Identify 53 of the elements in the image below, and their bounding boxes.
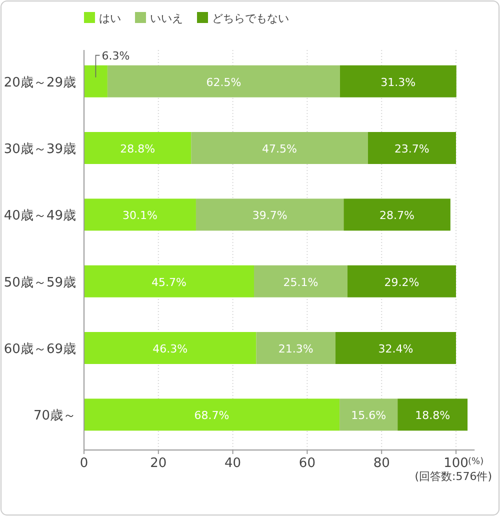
data-label: 46.3%	[152, 342, 188, 356]
bar	[256, 332, 336, 364]
y-tick-label: 40歳～49歳	[4, 208, 76, 224]
data-label: 21.3%	[278, 342, 314, 356]
data-label: 30.1%	[122, 209, 158, 222]
x-tick-label: 20	[150, 456, 167, 471]
bar	[84, 65, 108, 98]
data-label: 62.5%	[206, 76, 242, 89]
bar	[191, 132, 368, 164]
bar	[344, 198, 450, 231]
data-label: 68.7%	[194, 409, 230, 422]
data-label: 28.8%	[120, 142, 156, 156]
data-label: 29.2%	[384, 276, 420, 289]
data-label: 28.7%	[380, 209, 415, 222]
bar	[196, 198, 344, 231]
y-tick-label: 30歳～39歳	[4, 142, 76, 157]
bar	[335, 332, 456, 364]
bar	[84, 132, 192, 164]
data-label: 23.7%	[394, 142, 430, 156]
x-tick-label: 40	[224, 456, 242, 471]
y-tick-label: 20歳～29歳	[4, 75, 76, 90]
legend-label: はい	[99, 12, 121, 25]
legend-label: どちらでもない	[212, 12, 289, 25]
bar	[340, 65, 456, 98]
data-label: 18.8%	[415, 409, 450, 422]
bar	[368, 132, 456, 164]
text: (回答数:576件)	[414, 470, 492, 483]
bar	[84, 332, 256, 364]
bar	[84, 265, 254, 298]
data-label: 47.5%	[262, 142, 297, 156]
y-tick-label: 50歳～59歳	[4, 275, 76, 290]
bar	[398, 398, 468, 431]
y-tick-label: 60歳～69歳	[4, 342, 76, 357]
bar	[107, 65, 340, 98]
bar	[340, 398, 398, 431]
data-label: 39.7%	[252, 209, 288, 222]
x-tick-label: 80	[373, 456, 390, 471]
data-label: 25.1%	[283, 276, 318, 289]
x-axis-title: (%)	[468, 457, 484, 467]
y-tick-label: 70歳～	[33, 408, 76, 424]
data-label: 15.6%	[351, 409, 386, 422]
data-label: 31.3%	[380, 76, 416, 89]
legend-label: いいえ	[150, 12, 183, 25]
bar	[84, 398, 340, 431]
x-tick-label: 100	[444, 456, 468, 471]
x-tick-label: 0	[80, 456, 88, 471]
data-label: 45.7%	[152, 276, 186, 289]
bar	[84, 198, 196, 231]
bar	[347, 265, 456, 298]
x-tick-label: 60	[298, 456, 316, 471]
data-label: 32.4%	[378, 342, 414, 356]
bar	[254, 265, 348, 298]
data-label: 6.3%	[102, 49, 130, 62]
